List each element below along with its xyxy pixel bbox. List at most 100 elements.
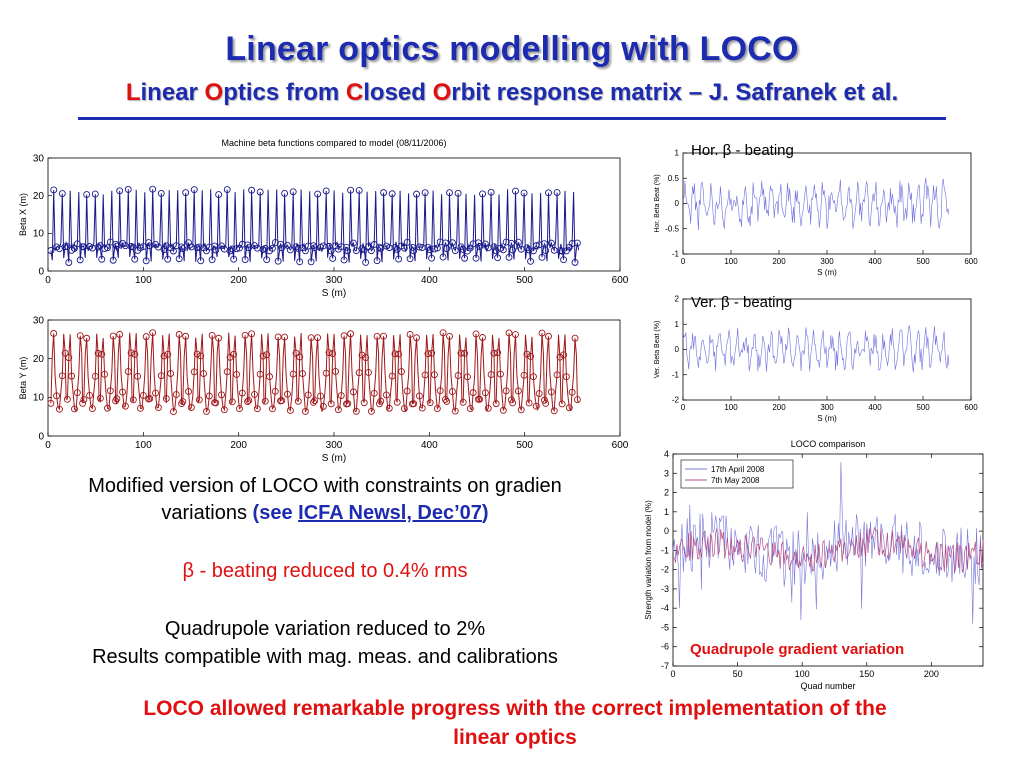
- beta-marker: [47, 399, 55, 407]
- beta-line: [50, 189, 580, 263]
- beta-marker: [292, 243, 300, 251]
- x-tick-label: 100: [795, 669, 810, 679]
- beta-marker: [154, 243, 162, 251]
- beta-marker: [113, 242, 121, 250]
- y-tick-label: -2: [661, 565, 669, 575]
- beta-marker: [428, 349, 436, 357]
- beta-marker: [238, 389, 246, 397]
- beta-marker: [63, 243, 71, 251]
- beta-marker: [382, 391, 390, 399]
- beta-marker: [263, 256, 271, 264]
- beta-marker: [223, 368, 231, 376]
- legend-box: [680, 459, 794, 489]
- beta-marker: [565, 404, 573, 412]
- y-axis-label: Hor. Beta Beat (%): [654, 174, 661, 232]
- beta-marker: [380, 189, 388, 197]
- y-tick-label: 30: [33, 153, 45, 164]
- x-tick-label: 600: [964, 257, 978, 266]
- icfa-newsletter-link[interactable]: ICFA Newsl, Dec’07: [298, 502, 482, 524]
- x-axis-label: Quad number: [800, 681, 855, 691]
- beta-marker: [553, 371, 561, 379]
- beta-marker: [235, 405, 243, 413]
- beta-marker: [137, 404, 144, 412]
- beta-marker: [294, 397, 302, 405]
- legend-label-april: 17th April 2008: [711, 465, 765, 474]
- beta-marker: [121, 402, 129, 410]
- y-tick-label: -3: [661, 584, 669, 594]
- beta-marker: [263, 351, 271, 359]
- y-tick-label: 0: [38, 266, 44, 277]
- beta-marker: [454, 372, 462, 380]
- beta-marker: [195, 243, 203, 251]
- subtitle-part: rbit response matrix – J. Safranek et al…: [451, 79, 899, 106]
- beta-marker: [344, 247, 352, 255]
- beta-marker: [355, 187, 363, 194]
- beta-marker: [527, 352, 535, 360]
- subtitle-part: ptics from: [223, 79, 346, 106]
- beta-marker: [215, 191, 223, 199]
- x-tick-label: 600: [612, 275, 629, 286]
- beta-marker: [362, 354, 370, 362]
- beta-marker: [245, 244, 253, 252]
- beta-marker: [256, 188, 264, 196]
- x-tick-label: 100: [135, 440, 152, 451]
- beta-marker: [523, 244, 531, 252]
- y-tick-label: -6: [661, 642, 669, 652]
- beta-marker: [448, 239, 456, 247]
- beta-marker: [443, 397, 451, 405]
- ver-beating-chart: 0 100 200 300 400 500 600 -2 -1 0 1 2 S (m) Ver. Beta…: [654, 294, 978, 423]
- beta-marker: [170, 247, 177, 255]
- loco-comparison-chart: LOCO comparison 0 50 100 150 200 -7 -6 -5 -4 -3 -2 -…: [644, 439, 984, 691]
- beta-marker: [187, 404, 195, 411]
- x-tick-label: 400: [868, 257, 882, 266]
- beta-marker: [261, 397, 269, 405]
- beta-marker: [292, 349, 300, 357]
- loco-description-line1: Modified version of LOCO with constraint…: [88, 475, 562, 497]
- beta-marker: [431, 245, 438, 253]
- title-underline: [78, 117, 946, 120]
- x-tick-label: 200: [772, 257, 786, 266]
- beta-marker: [573, 396, 581, 403]
- beta-marker: [512, 331, 519, 339]
- beta-marker: [413, 190, 421, 198]
- beta-marker: [347, 330, 355, 338]
- beta-marker: [514, 238, 522, 246]
- beta-marker: [101, 245, 109, 253]
- beating-result: β - beating reduced to 0.4% rms: [0, 560, 650, 583]
- beta-marker: [274, 333, 282, 341]
- beta-marker: [540, 240, 548, 248]
- x-tick-label: 200: [924, 669, 939, 679]
- beta-marker: [53, 392, 61, 400]
- variations-text: variations: [161, 502, 253, 524]
- beta-marker: [373, 333, 381, 340]
- beta-marker: [499, 406, 507, 414]
- beta-marker: [545, 189, 552, 197]
- beta-marker: [124, 185, 132, 193]
- x-tick-label: 300: [820, 403, 834, 412]
- beta-marker: [76, 332, 84, 340]
- beta-marker: [545, 332, 552, 340]
- beta-marker: [568, 388, 576, 396]
- beta-marker: [553, 189, 561, 197]
- beta-marker: [319, 402, 327, 410]
- beta-marker: [426, 399, 434, 407]
- beta-marker: [568, 240, 576, 247]
- x-tick-label: 300: [326, 275, 343, 286]
- beta-marker: [80, 396, 88, 404]
- beta-marker: [83, 334, 91, 342]
- beta-marker: [241, 256, 249, 263]
- beta-marker: [523, 350, 531, 358]
- beating-label: Ver. β - beating: [691, 294, 792, 311]
- beta-marker: [212, 246, 220, 254]
- beta-marker: [547, 388, 555, 396]
- beta-marker: [185, 388, 192, 395]
- y-tick-label: 0: [675, 345, 680, 354]
- beta-marker: [208, 331, 216, 339]
- beta-marker: [182, 332, 190, 340]
- beta-marker: [307, 258, 315, 266]
- loco-series-may: [672, 526, 984, 573]
- beta-marker: [175, 255, 183, 263]
- x-tick-label: 0: [45, 275, 51, 286]
- beta-marker: [410, 400, 418, 408]
- beta-marker: [160, 352, 168, 360]
